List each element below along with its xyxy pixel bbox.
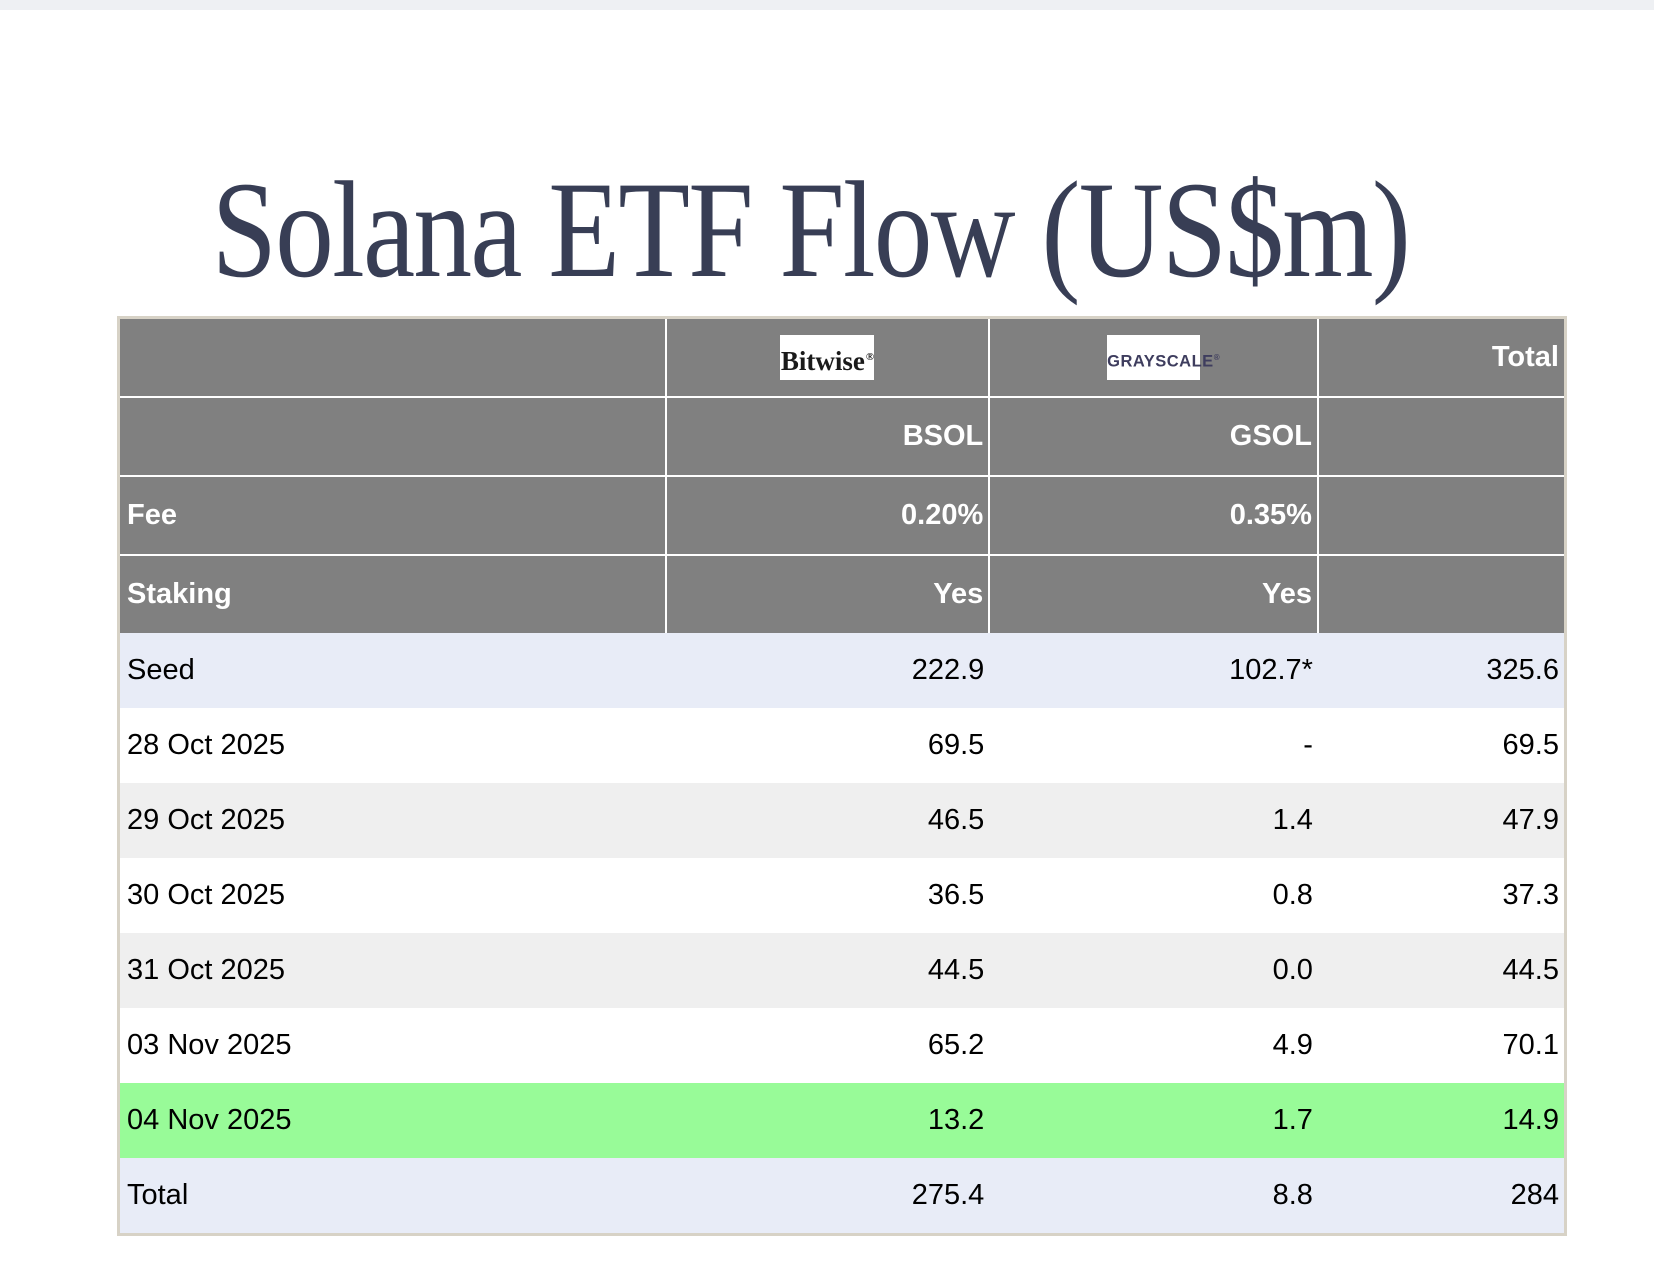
gsol-value: 0.8 xyxy=(989,858,1318,933)
total-value: 284 xyxy=(1317,1158,1566,1235)
gsol-value: 8.8 xyxy=(989,1158,1318,1235)
grayscale-registered-mark: ® xyxy=(1213,353,1221,362)
table-row: 30 Oct 2025 36.5 0.8 37.3 xyxy=(118,858,1566,933)
total-value: 70.1 xyxy=(1317,1008,1566,1083)
row-label: 31 Oct 2025 xyxy=(118,933,666,1008)
solana-etf-flow-table: Bitwise® GRAYSCALE® Total BSOL GSOL Fee … xyxy=(117,316,1567,1236)
bsol-value: 65.2 xyxy=(665,1008,990,1083)
bitwise-logo: Bitwise® xyxy=(780,335,875,380)
row-label: 04 Nov 2025 xyxy=(118,1083,666,1158)
bitwise-logo-text: Bitwise xyxy=(780,346,865,376)
staking-bsol-value: Yes xyxy=(665,555,991,633)
row-label: Seed xyxy=(118,633,666,708)
row-label: 03 Nov 2025 xyxy=(118,1008,666,1083)
staking-label: Staking xyxy=(118,555,667,633)
table-row: 31 Oct 2025 44.5 0.0 44.5 xyxy=(118,933,1566,1008)
table-row: 04 Nov 2025 13.2 1.7 14.9 xyxy=(118,1083,1566,1158)
header-row-tickers: BSOL GSOL xyxy=(118,397,1566,477)
grayscale-logo-text: GRAYSCALE xyxy=(1107,352,1214,371)
bitwise-registered-mark: ® xyxy=(865,351,875,363)
table-row: Total 275.4 8.8 284 xyxy=(118,1158,1566,1235)
total-value: 69.5 xyxy=(1317,708,1566,783)
row-label: 28 Oct 2025 xyxy=(118,708,666,783)
bsol-value: 44.5 xyxy=(665,933,990,1008)
header-row-fee: Fee 0.20% 0.35% xyxy=(118,476,1566,556)
bsol-value: 222.9 xyxy=(665,633,990,708)
row-label: 30 Oct 2025 xyxy=(118,858,666,933)
fee-total-empty-cell xyxy=(1317,476,1566,556)
total-value: 44.5 xyxy=(1317,933,1566,1008)
bsol-value: 69.5 xyxy=(665,708,990,783)
gsol-value: 1.4 xyxy=(989,783,1318,858)
gsol-value: 0.0 xyxy=(989,933,1318,1008)
total-value: 14.9 xyxy=(1317,1083,1566,1158)
gsol-value: 1.7 xyxy=(989,1083,1318,1158)
cropped-top-edge-strip xyxy=(0,0,1654,10)
gsol-value: - xyxy=(989,708,1318,783)
staking-total-empty-cell xyxy=(1317,555,1566,633)
total-value: 47.9 xyxy=(1317,783,1566,858)
bsol-ticker: BSOL xyxy=(665,397,991,477)
ticker-total-empty-cell xyxy=(1317,397,1566,477)
row-label: 29 Oct 2025 xyxy=(118,783,666,858)
grayscale-logo: GRAYSCALE® xyxy=(1107,335,1220,380)
gsol-value: 4.9 xyxy=(989,1008,1318,1083)
staking-gsol-value: Yes xyxy=(989,555,1319,633)
bsol-value: 275.4 xyxy=(665,1158,990,1235)
table-row: 29 Oct 2025 46.5 1.4 47.9 xyxy=(118,783,1566,858)
bsol-value: 13.2 xyxy=(665,1083,990,1158)
fee-gsol-value: 0.35% xyxy=(989,476,1319,556)
total-value: 325.6 xyxy=(1317,633,1566,708)
bitwise-logo-cell: Bitwise® xyxy=(665,317,991,398)
header-row-staking: Staking Yes Yes xyxy=(118,555,1566,633)
table-row: Seed 222.9 102.7* 325.6 xyxy=(118,633,1566,708)
table-row: 03 Nov 2025 65.2 4.9 70.1 xyxy=(118,1008,1566,1083)
fee-bsol-value: 0.20% xyxy=(665,476,991,556)
gsol-ticker: GSOL xyxy=(989,397,1319,477)
header-empty-cell xyxy=(118,317,667,398)
grayscale-logo-cell: GRAYSCALE® xyxy=(989,317,1319,398)
bsol-value: 36.5 xyxy=(665,858,990,933)
page-title-text: Solana ETF Flow (US$m) xyxy=(211,153,1410,307)
ticker-empty-cell xyxy=(118,397,667,477)
page-title: Solana ETF Flow (US$m) xyxy=(0,150,1620,309)
fee-label: Fee xyxy=(118,476,667,556)
row-label: Total xyxy=(118,1158,666,1235)
gsol-value: 102.7* xyxy=(989,633,1318,708)
table-row: 28 Oct 2025 69.5-69.5 xyxy=(118,708,1566,783)
total-column-header: Total xyxy=(1317,317,1566,398)
bsol-value: 46.5 xyxy=(665,783,990,858)
header-row-logos: Bitwise® GRAYSCALE® Total xyxy=(118,317,1566,398)
total-value: 37.3 xyxy=(1317,858,1566,933)
